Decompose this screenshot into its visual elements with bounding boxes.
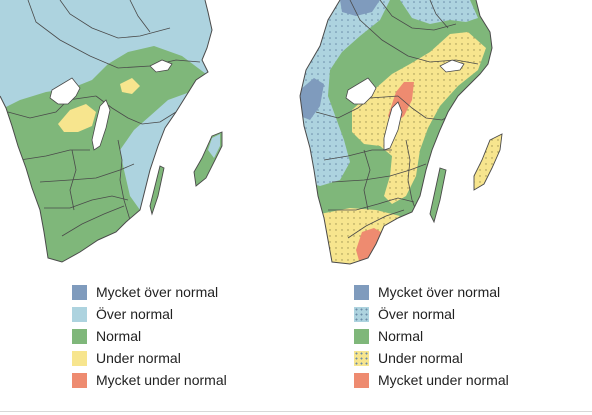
legend-swatch <box>72 372 87 388</box>
legend-label: Mycket under normal <box>378 372 509 388</box>
legend-label: Mycket över normal <box>378 284 501 300</box>
legend-swatch <box>354 372 369 388</box>
legend-label: Normal <box>96 328 142 344</box>
gotland-over-normal <box>208 134 220 158</box>
island-oland <box>149 165 165 216</box>
divider <box>0 411 592 412</box>
lake-vattern <box>383 101 403 151</box>
region-under-normal <box>352 32 486 204</box>
legend-item: Under normal <box>72 347 227 369</box>
legend-swatch <box>72 350 87 366</box>
legend-swatch <box>354 306 369 322</box>
region-under-normal <box>58 104 96 132</box>
legend-label: Under normal <box>378 350 463 366</box>
island-oland <box>429 167 447 224</box>
legend-item: Över normal <box>354 303 509 325</box>
legend-item: Normal <box>354 325 509 347</box>
legend-label: Mycket under normal <box>96 372 227 388</box>
legend-item: Mycket under normal <box>72 369 227 391</box>
legend-item: Mycket under normal <box>354 369 509 391</box>
right-legend: Mycket över normal Över normal Normal Un… <box>354 281 509 391</box>
lake-malaren <box>439 59 465 73</box>
region-under-normal <box>120 78 140 94</box>
lake-vanern <box>345 77 377 105</box>
region-mycket-over-normal <box>300 78 324 120</box>
legend-label: Normal <box>378 328 424 344</box>
legend-item: Mycket över normal <box>72 281 227 303</box>
coastline <box>299 0 493 265</box>
county-borders <box>7 0 201 237</box>
left-map <box>0 0 223 263</box>
lake-vattern <box>91 99 111 151</box>
right-map <box>299 0 503 265</box>
legend-item: Normal <box>72 325 227 347</box>
left-legend: Mycket över normal Över normal Normal Un… <box>72 281 227 391</box>
legend-label: Under normal <box>96 350 181 366</box>
legend-item: Under normal <box>354 347 509 369</box>
legend-swatch <box>354 328 369 344</box>
lake-malaren <box>149 59 173 73</box>
coastline <box>0 0 213 263</box>
legend-label: Över normal <box>96 306 174 322</box>
legend-swatch <box>72 284 87 300</box>
legend-label: Mycket över normal <box>96 284 219 300</box>
legend-swatch <box>72 328 87 344</box>
legend-swatch <box>354 350 369 366</box>
island-gotland <box>473 133 503 191</box>
legend-item: Mycket över normal <box>354 281 509 303</box>
lake-vanern <box>49 77 81 105</box>
legend-item: Över normal <box>72 303 227 325</box>
region-over-normal <box>400 0 478 24</box>
legend-label: Över normal <box>378 306 456 322</box>
region-mycket-under-normal <box>356 228 384 264</box>
region-normal <box>0 46 206 262</box>
legend-swatch <box>72 306 87 322</box>
legend-swatch <box>354 284 369 300</box>
region-mycket-over-normal <box>340 0 380 16</box>
